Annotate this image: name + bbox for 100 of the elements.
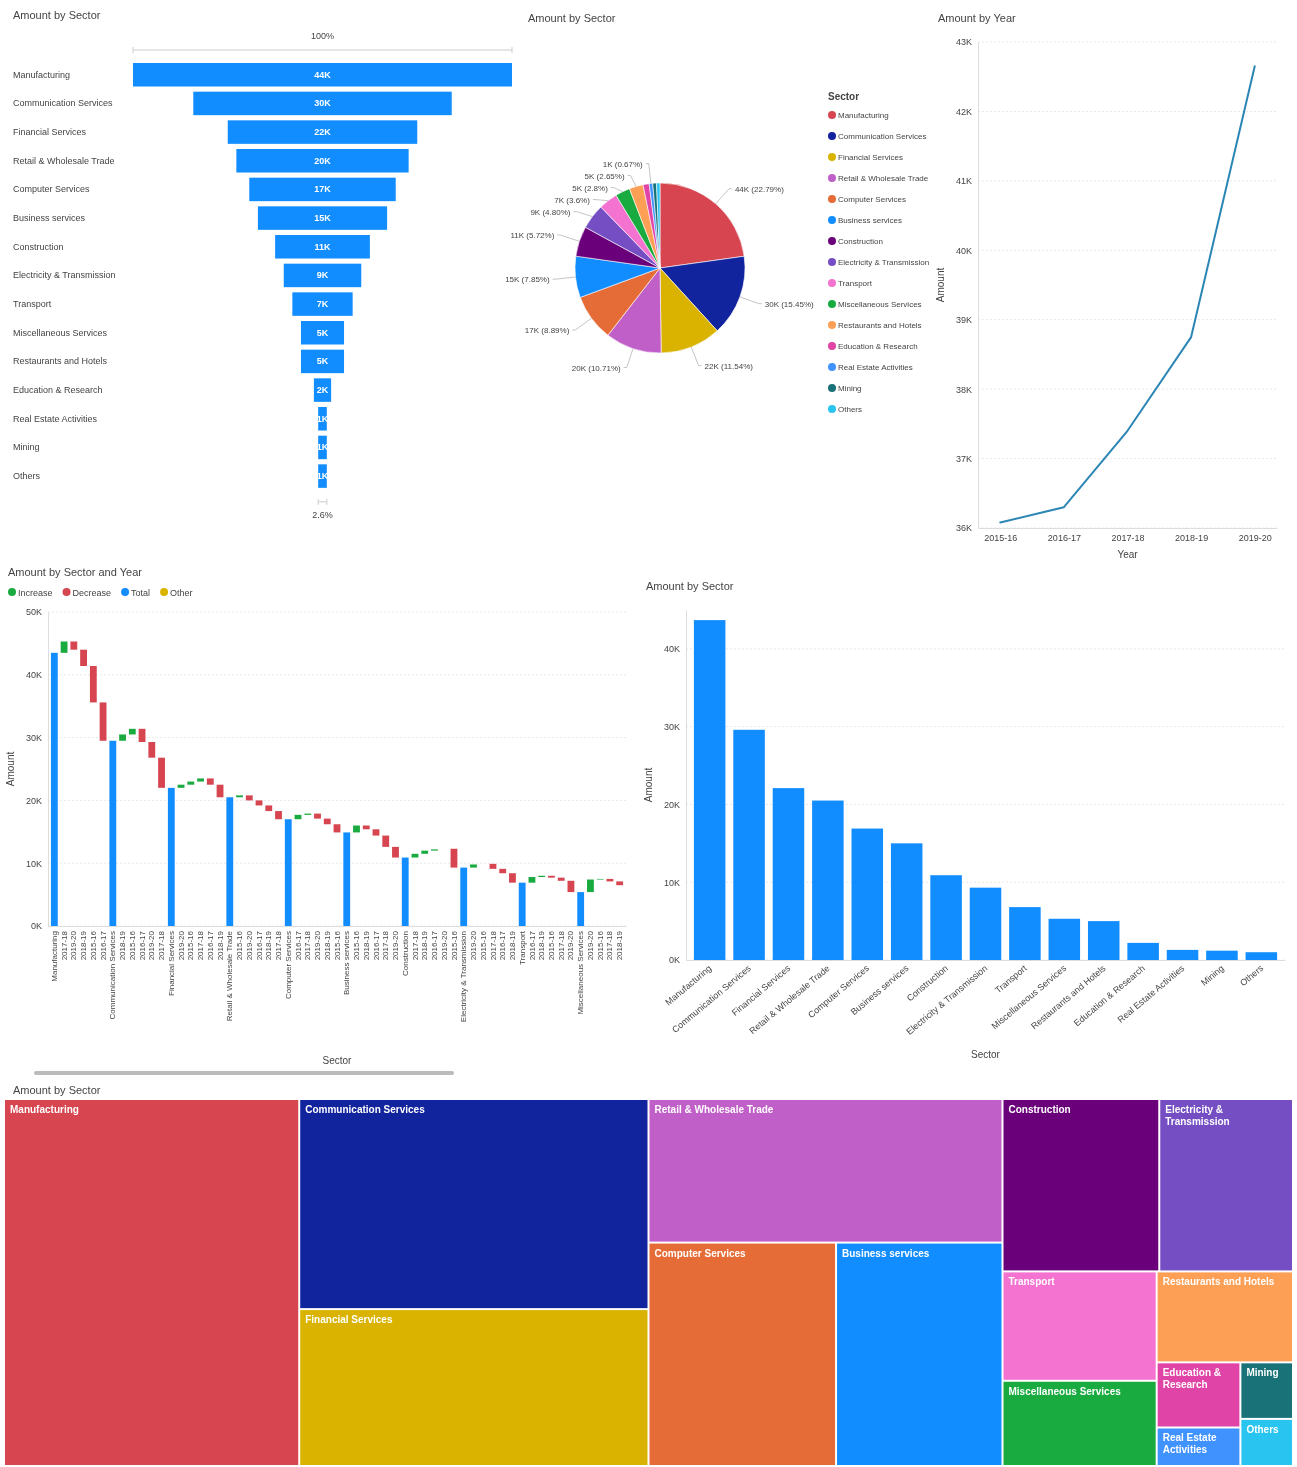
data-label: 7K bbox=[316, 299, 329, 310]
bar bbox=[616, 881, 624, 886]
category-label: Retail & Wholesale Trade bbox=[654, 1104, 774, 1115]
bar bbox=[460, 867, 468, 926]
y-tick-label: 40K bbox=[663, 644, 680, 655]
data-label: 7K (3.6%) bbox=[554, 195, 591, 205]
x-tick-label: 2017-18 bbox=[381, 930, 391, 961]
bar bbox=[197, 778, 204, 782]
y-axis-title: Amount bbox=[643, 767, 654, 803]
x-tick-label: 2017-18 bbox=[1111, 533, 1145, 544]
x-tick-label: 2016-17 bbox=[98, 930, 108, 961]
y-tick-label: 30K bbox=[663, 722, 680, 733]
x-tick-label: 2017-18 bbox=[303, 930, 313, 961]
x-tick-label: 2017-18 bbox=[59, 930, 69, 961]
data-label: 44K bbox=[314, 69, 332, 80]
category-label: Computer Services bbox=[654, 1247, 747, 1259]
y-tick-label: 40K bbox=[955, 245, 972, 256]
y-tick-label: 43K bbox=[955, 37, 972, 48]
data-label: 15K (7.85%) bbox=[505, 275, 550, 285]
x-tick-label: 2018-19 bbox=[537, 930, 547, 961]
chart-title: Amount by Year bbox=[938, 12, 1016, 24]
x-tick-label: Communication Services bbox=[108, 931, 118, 1020]
x-tick-label: 2015-16 bbox=[186, 930, 196, 961]
bar bbox=[265, 805, 273, 812]
x-tick-label: 2018-19 bbox=[1175, 533, 1209, 544]
x-tick-label: 2015-16 bbox=[449, 930, 459, 961]
data-label: 5K (2.8%) bbox=[572, 183, 609, 193]
category-label: Manufacturing bbox=[10, 1104, 79, 1115]
bar bbox=[930, 875, 962, 960]
legend-label: Education & Research bbox=[838, 342, 918, 351]
bar bbox=[577, 892, 585, 926]
x-tick-label: 2018-19 bbox=[264, 930, 274, 961]
category-label: Business services bbox=[13, 213, 86, 224]
category-label: Real Estate Activities bbox=[1162, 1432, 1218, 1456]
bar bbox=[518, 882, 526, 926]
bar bbox=[314, 813, 321, 819]
x-tick-label: 2016-17 bbox=[137, 930, 147, 961]
legend-label: Manufacturing bbox=[838, 111, 889, 120]
y-tick-label: 30K bbox=[25, 732, 42, 743]
legend-label: Decrease bbox=[72, 587, 112, 598]
y-tick-label: 36K bbox=[955, 523, 972, 534]
y-axis-title: Amount bbox=[935, 267, 946, 303]
category-label: Retail & Wholesale Trade bbox=[13, 155, 115, 166]
x-tick-label: 2017-18 bbox=[488, 930, 498, 961]
x-tick-label: Miscellaneous Services bbox=[576, 931, 586, 1015]
bar bbox=[470, 864, 477, 868]
data-label: 22K (11.54%) bbox=[704, 361, 754, 371]
text: 100% bbox=[310, 31, 335, 41]
data-label: 9K bbox=[316, 270, 329, 281]
category-label: Others bbox=[1246, 1423, 1280, 1435]
bar bbox=[50, 652, 58, 926]
bar bbox=[80, 649, 87, 667]
category-label: Miscellaneous Services bbox=[1008, 1385, 1122, 1397]
category-label: Transport bbox=[13, 299, 52, 310]
data-label: 44K (22.79%) bbox=[734, 184, 785, 194]
bar bbox=[392, 846, 399, 858]
y-tick-label: 10K bbox=[25, 858, 42, 869]
category-label: Education & Research bbox=[13, 385, 103, 396]
y-tick-label: 20K bbox=[25, 795, 42, 806]
category-label: Computer Services bbox=[13, 184, 91, 195]
bar bbox=[119, 734, 126, 741]
bar bbox=[1087, 921, 1120, 960]
legend-label: Mining bbox=[838, 384, 862, 393]
data-label: 5K bbox=[316, 327, 329, 338]
category-label: Electricity & Transmission bbox=[1165, 1104, 1230, 1127]
x-tick-label: 2015-16 bbox=[332, 930, 342, 961]
bar bbox=[557, 877, 565, 881]
legend-label: Financial Services bbox=[838, 153, 903, 162]
bar bbox=[275, 811, 282, 820]
bar bbox=[1127, 942, 1159, 960]
x-tick-label: 2015-16 bbox=[88, 930, 98, 961]
category-label: Education & Research bbox=[1162, 1367, 1222, 1391]
x-tick-label: 2019-20 bbox=[1238, 533, 1272, 544]
data-label: 30K bbox=[314, 98, 332, 109]
legend-label: Construction bbox=[838, 237, 883, 246]
x-tick-label: 2016-17 bbox=[1047, 533, 1081, 544]
bar bbox=[99, 702, 107, 741]
data-label: 1K (0.67%) bbox=[602, 159, 644, 169]
x-axis-title: Sector bbox=[322, 1055, 353, 1066]
category-label: Manufacturing bbox=[13, 69, 71, 80]
x-tick-label: Financial Services bbox=[166, 931, 176, 996]
x-tick-label: 2015-16 bbox=[352, 930, 362, 961]
bar bbox=[323, 818, 331, 825]
data-label: 11K (5.72%) bbox=[510, 230, 555, 240]
x-tick-label: 2016-17 bbox=[498, 930, 508, 961]
x-tick-label: 2018-19 bbox=[79, 930, 89, 961]
category-label: Construction bbox=[13, 241, 64, 252]
bar bbox=[128, 728, 136, 735]
x-tick-label: 2016-17 bbox=[205, 930, 215, 961]
legend-label: Real Estate Activities bbox=[838, 363, 913, 372]
category-label: Mining bbox=[1246, 1367, 1279, 1379]
x-tick-label: 2017-18 bbox=[605, 930, 615, 961]
x-tick-label: 2019-20 bbox=[69, 930, 79, 961]
x-tick-label: 2019-20 bbox=[566, 930, 576, 961]
x-tick-label: 2017-18 bbox=[410, 930, 420, 961]
x-tick-label: 2015-16 bbox=[235, 930, 245, 961]
bar bbox=[851, 828, 884, 960]
x-tick-label: 2018-19 bbox=[420, 930, 430, 961]
category-label: Others bbox=[13, 471, 41, 482]
category-label: Communication Services bbox=[13, 98, 114, 109]
